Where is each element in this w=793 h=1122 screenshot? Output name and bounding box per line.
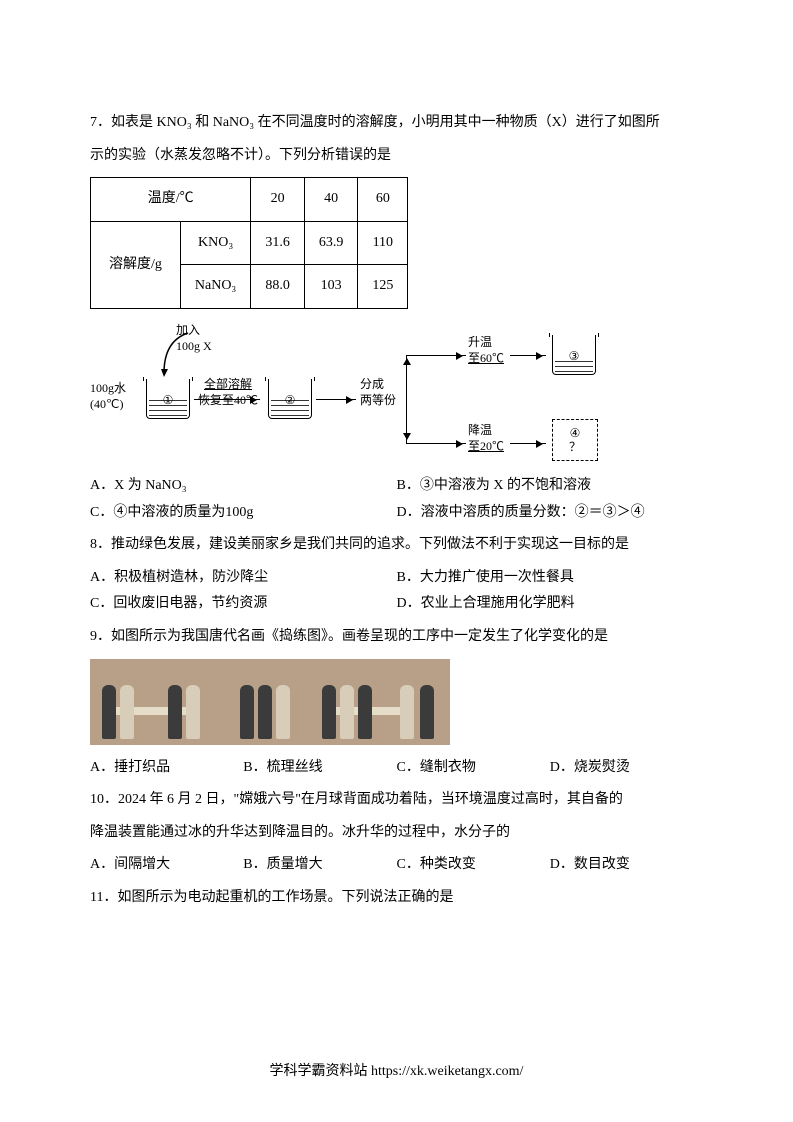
split-up (406, 355, 407, 399)
beaker-3: ③ (552, 335, 596, 375)
arrow-cool (510, 443, 546, 444)
q7-options: A．X 为 NaNO₃ B．③中溶液为 X 的不饱和溶液 C．④中溶液的质量为1… (90, 473, 703, 526)
q10-opt-c: C．种类改变 (397, 852, 550, 879)
th-solubility: 溶解度/g (91, 221, 181, 308)
heat-label: 升温至60℃ (468, 335, 504, 366)
q10-stem-line2: 降温装置能通过冰的升华达到降温目的。冰升华的过程中，水分子的 (90, 820, 703, 847)
nano3-20: 88.0 (251, 265, 305, 309)
q10-opt-d: D．数目改变 (550, 852, 703, 879)
arrow-to-3 (406, 355, 466, 356)
q8-opt-a: A．积极植树造林，防沙降尘 (90, 565, 397, 592)
q7-opt-a: A．X 为 NaNO₃ (90, 473, 397, 500)
q8-options: A．积极植树造林，防沙降尘 B．大力推广使用一次性餐具 C．回收废旧电器，节约资… (90, 565, 703, 618)
q9-opt-c: C．缝制衣物 (397, 755, 550, 782)
q8-stem: 8．推动绿色发展，建设美丽家乡是我们共同的追求。下列做法不利于实现这一目标的是 (90, 532, 703, 559)
painting-figure (102, 685, 116, 739)
th-40: 40 (304, 178, 358, 222)
box4-num: ④ (570, 426, 581, 440)
arrow-heat (510, 355, 546, 356)
cool-label: 降温至20℃ (468, 423, 504, 454)
kno3-60: 110 (358, 221, 408, 265)
split-down (406, 399, 407, 443)
dashed-box-4: ④ ？ (552, 419, 598, 461)
q10-opt-a: A．间隔增大 (90, 852, 243, 879)
q7-stem-line1: 7．如表是 KNO₃ 和 NaNO₃ 在不同温度时的溶解度，小明用其中一种物质（… (90, 110, 703, 137)
painting-figure (276, 685, 290, 739)
beaker-3-label: ③ (553, 345, 595, 368)
q9-opt-a: A．捶打织品 (90, 755, 243, 782)
curve-arrow-icon (160, 329, 196, 379)
row-nano3: NaNO₃ (180, 265, 250, 309)
q9-opt-d: D．烧炭熨烫 (550, 755, 703, 782)
arrow-to-4 (406, 443, 466, 444)
q8-opt-d: D．农业上合理施用化学肥料 (397, 591, 704, 618)
q9-opt-b: B．梳理丝线 (243, 755, 396, 782)
experiment-diagram: 加入100g X 100g水(40℃) ① 全部溶解恢复至40℃ ② 分成两等份… (90, 323, 670, 463)
th-20: 20 (251, 178, 305, 222)
q10-options: A．间隔增大 B．质量增大 C．种类改变 D．数目改变 (90, 852, 703, 879)
painting-figure (120, 685, 134, 739)
painting-figure (186, 685, 200, 739)
painting-image (90, 659, 450, 745)
q11-stem: 11．如图所示为电动起重机的工作场景。下列说法正确的是 (90, 885, 703, 912)
q9-stem: 9．如图所示为我国唐代名画《捣练图》。画卷呈现的工序中一定发生了化学变化的是 (90, 624, 703, 651)
kno3-20: 31.6 (251, 221, 305, 265)
q7-opt-b: B．③中溶液为 X 的不饱和溶液 (397, 473, 704, 500)
painting-figure (358, 685, 372, 739)
painting-figure (168, 685, 182, 739)
q7-opt-c: C．④中溶液的质量为100g (90, 500, 397, 527)
page-footer: 学科学霸资料站 https://xk.weiketangx.com/ (0, 1059, 793, 1086)
arrow-1-label: 全部溶解恢复至40℃ (198, 377, 258, 408)
painting-figure (240, 685, 254, 739)
painting-figure (258, 685, 272, 739)
painting-figure (340, 685, 354, 739)
painting-figure (322, 685, 336, 739)
q8-opt-b: B．大力推广使用一次性餐具 (397, 565, 704, 592)
painting-figure (420, 685, 434, 739)
split-label: 分成两等份 (360, 377, 396, 408)
kno3-40: 63.9 (304, 221, 358, 265)
box4-q: ？ (569, 440, 581, 454)
beaker-2-label: ② (269, 389, 311, 412)
beaker-2: ② (268, 379, 312, 419)
q9-options: A．捶打织品 B．梳理丝线 C．缝制衣物 D．烧炭熨烫 (90, 755, 703, 782)
nano3-40: 103 (304, 265, 358, 309)
q8-opt-c: C．回收废旧电器，节约资源 (90, 591, 397, 618)
nano3-60: 125 (358, 265, 408, 309)
start-water-label: 100g水(40℃) (90, 381, 126, 412)
th-60: 60 (358, 178, 408, 222)
solubility-table: 温度/℃ 20 40 60 溶解度/g KNO₃ 31.6 63.9 110 N… (90, 177, 408, 309)
beaker-1: ① (146, 379, 190, 419)
row-kno3: KNO₃ (180, 221, 250, 265)
q7-opt-d: D．溶液中溶质的质量分数：②＝③＞④ (397, 500, 704, 527)
arrow-split-stem (316, 399, 356, 400)
th-temp: 温度/℃ (91, 178, 251, 222)
painting-figure (400, 685, 414, 739)
q7-stem-line2: 示的实验（水蒸发忽略不计）。下列分析错误的是 (90, 143, 703, 170)
q10-opt-b: B．质量增大 (243, 852, 396, 879)
beaker-1-label: ① (147, 389, 189, 412)
q10-stem-line1: 10．2024 年 6 月 2 日，"嫦娥六号"在月球背面成功着陆，当环境温度过… (90, 787, 703, 814)
